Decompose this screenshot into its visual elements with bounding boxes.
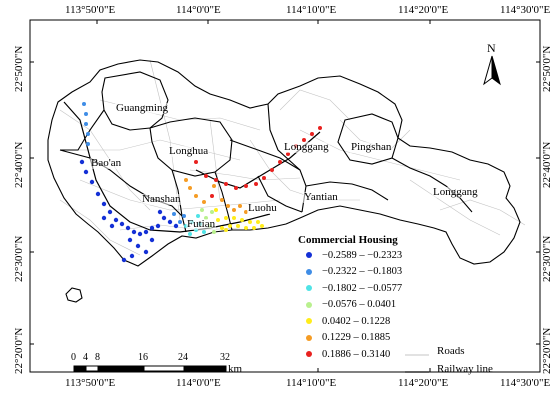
district-label-futian: Futian [186, 218, 217, 230]
legend-railway: Railway line [405, 362, 493, 376]
legend-swatch [306, 268, 312, 275]
points-class-2 [82, 102, 186, 224]
boundary-longgang-north [267, 103, 301, 171]
lon-label-top-5: 114°30'0"E [500, 4, 550, 16]
legend-item-label: 0.1229 – 0.1885 [322, 332, 391, 343]
lon-label-bottom-5: 114°30'0"E [500, 377, 550, 389]
district-label-baoan: Bao'an [90, 157, 123, 169]
lat-label-left-3: 22°30'0"N [13, 235, 25, 282]
scale-tick-4: 4 [83, 352, 88, 363]
lon-label-bottom-3: 114°10'0"E [286, 377, 337, 389]
lat-label-right-3: 22°30'0"N [541, 235, 550, 282]
island [65, 287, 83, 303]
legend-item: −0.0576 – 0.0401 [298, 298, 396, 312]
lat-label-right-1: 22°50'0"N [541, 45, 550, 92]
legend-item: −0.2589 – −0.2323 [298, 248, 402, 262]
legend-swatch [306, 285, 312, 291]
legend-swatch [306, 334, 312, 341]
boundary-futian-luohu [214, 171, 233, 231]
lat-label-right-2: 22°40'0"N [541, 141, 550, 188]
district-boundaries [47, 59, 521, 303]
scale-tick-16: 16 [138, 352, 148, 363]
scale-tick-8: 8 [95, 352, 100, 363]
district-label-guangming: Guangming [115, 102, 169, 114]
legend-item-label: 0.0402 – 0.1228 [322, 315, 391, 327]
legend-swatch [306, 318, 312, 324]
legend-swatch [306, 301, 312, 308]
legend-swatch [306, 252, 312, 258]
lon-label-bottom-1: 113°50'0"E [65, 377, 116, 389]
legend-item: 0.1886 – 0.3140 [298, 347, 390, 361]
district-label-pingshan: Pingshan [350, 141, 393, 153]
legend-item-label: 0.1886 – 0.3140 [322, 348, 391, 360]
legend-item: 0.1229 – 0.1885 [298, 331, 390, 345]
district-label-longgang-north: Longgang [283, 141, 330, 153]
legend-item-label: −0.2589 – −0.2323 [322, 249, 403, 261]
boundary-luohu-yantian [257, 175, 303, 213]
district-label-luohu: Luohu [247, 202, 278, 214]
boundary-longgang [229, 139, 307, 213]
points-class-6 [184, 178, 248, 214]
lon-label-bottom-2: 114°0'0"E [176, 377, 221, 389]
scale-tick-24: 24 [178, 352, 188, 363]
boundary-longhua [149, 117, 233, 177]
lon-label-top-1: 113°50'0"E [65, 4, 116, 16]
points-class-5 [214, 208, 264, 232]
district-label-longgang-east: Longgang [432, 186, 479, 198]
legend-title: Commercial Housing [298, 234, 398, 246]
lat-label-left-2: 22°40'0"N [13, 141, 25, 188]
district-label-longhua: Longhua [168, 145, 210, 157]
lon-label-top-3: 114°10'0"E [286, 4, 337, 16]
legend-swatch [306, 351, 312, 357]
scale-tick-32: 32 [220, 352, 230, 363]
legend-line-samples [405, 354, 429, 373]
lat-label-left-1: 22°50'0"N [13, 45, 25, 92]
city-outline [47, 59, 521, 267]
lat-label-left-4: 22°20'0"N [13, 327, 25, 374]
legend-roads: Roads [405, 344, 465, 358]
scale-unit: km [228, 363, 243, 375]
legend-roads-label: Roads [437, 345, 465, 357]
lon-label-top-2: 114°0'0"E [176, 4, 221, 16]
boundary-yantian [305, 181, 389, 201]
legend-item: −0.1802 – −0.0577 [298, 281, 402, 295]
north-label: N [487, 41, 496, 55]
legend-item-label: −0.1802 – −0.0577 [322, 282, 403, 294]
lat-label-right-4: 22°20'0"N [541, 327, 550, 374]
legend-item: −0.2322 – −0.1803 [298, 265, 402, 279]
boundary-baoan-inner [60, 109, 105, 151]
scale-tick-0: 0 [71, 352, 76, 363]
district-label-nanshan: Nanshan [141, 193, 182, 205]
legend-railway-label: Railway line [437, 363, 493, 375]
legend-item: 0.0402 – 0.1228 [298, 314, 390, 328]
boundary-east-longgang [391, 157, 473, 213]
points-class-1 [79, 159, 179, 263]
scale-bar [73, 365, 227, 372]
legend-item-label: −0.2322 – −0.1803 [322, 266, 403, 277]
lon-label-top-4: 114°20'0"E [398, 4, 449, 16]
district-label-yantian: Yantian [303, 191, 339, 203]
north-arrow-icon [483, 55, 501, 86]
lon-label-bottom-4: 114°20'0"E [398, 377, 449, 389]
legend-item-label: −0.0576 – 0.0401 [322, 299, 397, 310]
